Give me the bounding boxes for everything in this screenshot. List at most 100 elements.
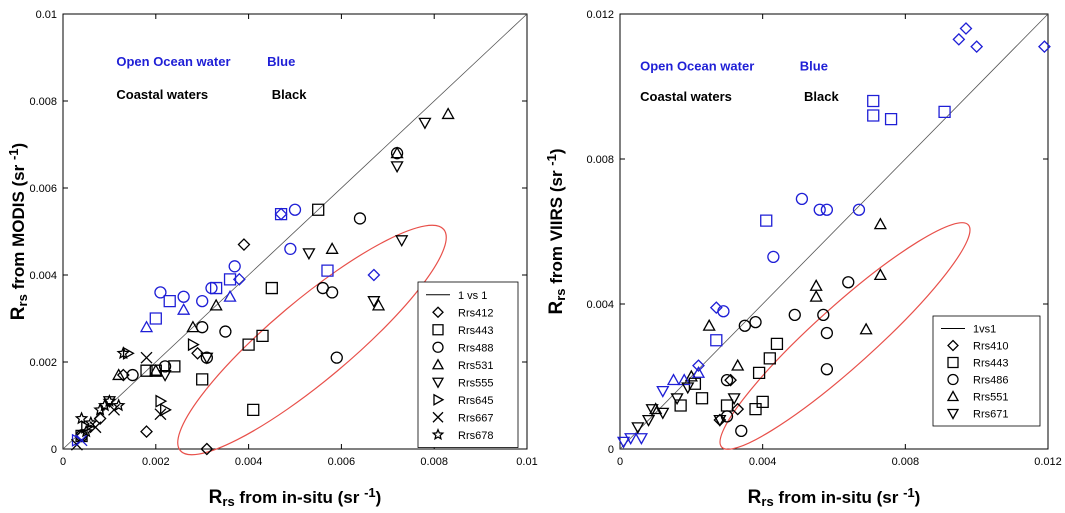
point [820, 363, 834, 376]
point [237, 238, 251, 251]
point [89, 421, 102, 434]
plot-frame [62, 13, 528, 450]
point [205, 281, 218, 295]
point [274, 207, 288, 221]
axis-label-part: -1 [364, 485, 376, 500]
annotation: Coastal waters [116, 87, 208, 102]
point [140, 351, 153, 364]
axis-label-part: from VIIRS (sr [547, 166, 566, 289]
point [842, 276, 855, 289]
axis-label-part: ) [9, 143, 28, 149]
point [770, 337, 784, 351]
point [752, 366, 766, 380]
axis-label-part: R [209, 487, 223, 508]
point [666, 373, 681, 386]
legend-label: Rrs671 [973, 409, 1008, 421]
point [788, 308, 801, 322]
point [720, 399, 734, 412]
x-axis-label: Rrs from in-situ (sr -1) [748, 485, 921, 509]
legend-label: Rrs443 [973, 358, 1008, 370]
one-to-one-line [62, 13, 528, 450]
legend-marker [432, 341, 444, 353]
point [395, 235, 409, 248]
x-tick-label: 0.012 [1034, 456, 1062, 468]
point [200, 442, 214, 456]
point [149, 312, 162, 325]
point [177, 302, 191, 315]
point [116, 346, 131, 360]
point [302, 248, 316, 261]
y-tick-label: 0.004 [29, 270, 57, 282]
legend-marker [433, 393, 445, 406]
point [710, 334, 723, 347]
y-axis-label: Rrs from VIIRS (sr -1) [544, 148, 568, 314]
point [727, 393, 741, 406]
point [274, 207, 288, 221]
legend-label: Rrs410 [973, 341, 1008, 353]
point [656, 407, 670, 420]
point [695, 392, 709, 405]
point [154, 408, 167, 421]
point [749, 315, 762, 329]
panel: 0 0.002 0.004 0.006 0.008 0.01 0 0.002 0.004 0.00… [6, 9, 538, 509]
plot-frame [619, 13, 1049, 450]
point [149, 363, 163, 376]
legend-marker [946, 408, 960, 420]
legend-marker [432, 411, 444, 423]
annotation: Open Ocean water [640, 59, 754, 74]
point [713, 414, 727, 427]
point [641, 414, 656, 427]
annotation: Blue [267, 54, 295, 69]
point [763, 352, 776, 365]
axis-label-part: -1 [6, 148, 21, 160]
x-tick-label: 0.004 [235, 456, 263, 468]
point [809, 289, 823, 302]
axis-label-part: -1 [544, 154, 559, 166]
x-tick-label: 0.008 [420, 456, 448, 468]
point [795, 192, 809, 206]
point [83, 415, 98, 429]
point [724, 373, 737, 387]
point [938, 105, 951, 119]
axis-label-part: rs [761, 494, 773, 509]
point [177, 290, 190, 303]
legend-label: 1vs1 [973, 324, 996, 336]
one-to-one-line [619, 13, 1049, 450]
point [154, 286, 167, 299]
point [74, 411, 89, 425]
highlight-ellipse [177, 224, 447, 456]
point [873, 217, 887, 230]
x-axis-label: Rrs from in-situ (sr -1) [209, 485, 382, 509]
y-axis-label: Rrs from MODIS (sr -1) [6, 143, 30, 320]
x-tick-label: 0.002 [142, 456, 170, 468]
annotation: Black [272, 87, 307, 102]
point [196, 294, 209, 308]
point [112, 368, 126, 381]
annotation: Black [804, 89, 839, 104]
legend-label: Rrs667 [458, 412, 493, 424]
point [367, 268, 381, 282]
y-tick-label: 0.006 [29, 183, 57, 195]
point [256, 329, 269, 343]
point [81, 420, 94, 434]
legend-label: Rrs412 [458, 307, 493, 319]
legend-label: Rrs531 [458, 360, 493, 372]
point [108, 403, 120, 416]
point [325, 286, 339, 299]
point [674, 399, 687, 412]
point [709, 301, 723, 315]
legend-label: 1 vs 1 [458, 290, 487, 302]
legend-label: Rrs443 [458, 325, 493, 337]
axis-label-part: ) [376, 488, 382, 507]
point [624, 433, 638, 445]
y-tick-label: 0 [608, 444, 614, 456]
point [441, 107, 455, 120]
point [852, 203, 866, 216]
y-tick-label: 0.01 [36, 9, 57, 21]
point [321, 264, 334, 277]
x-tick-label: 0.004 [749, 456, 777, 468]
annotation: Open Ocean water [116, 54, 230, 69]
point [390, 161, 404, 174]
annotation: Blue [800, 59, 828, 74]
point [371, 298, 386, 311]
